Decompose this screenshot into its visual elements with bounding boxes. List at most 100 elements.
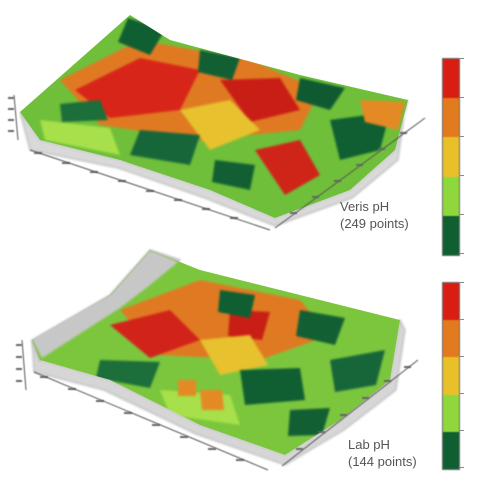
x-tick [180,436,188,438]
x-tick [34,152,42,154]
x-tick [90,171,98,173]
colorbar-tick [460,175,464,176]
colorbar-tick [460,356,464,357]
y-tick [378,148,385,150]
colorbar-mid-high [443,98,459,138]
zone-dark-green [212,160,255,190]
zone-grey [32,250,178,358]
y-tick [334,180,341,182]
y-axis-line [281,359,419,467]
colorbar-high [443,59,459,99]
zone-dark-green [96,360,160,388]
z-tick [16,368,22,370]
tick-marks [8,97,407,219]
colorbar-tick [460,253,464,254]
lab-ph-panel: Lab pH (144 points) [0,240,480,480]
chart-caption: Veris pH (249 points) [340,198,409,232]
colorbar-tick [460,282,464,283]
zone-orange [178,380,196,396]
z-tick [8,119,14,121]
zone-light-green [40,120,120,155]
zone-red [75,58,200,118]
colorbar-tick [460,58,464,59]
zone-dark-green [296,78,345,110]
zone-dark-green [240,368,305,405]
caption-line-2: (144 points) [348,454,417,469]
zone-dark-green [288,408,330,436]
x-tick [146,190,154,192]
caption-line-2: (249 points) [340,216,409,231]
zone-dark-green [330,350,385,392]
colorbar [442,282,460,470]
zone-dark-green [218,290,255,318]
colorbar-ticks [460,58,466,254]
y-tick [384,380,391,382]
chart-caption: Lab pH (144 points) [348,436,417,470]
z-tick [8,97,14,99]
veris-ph-panel: Veris pH (249 points) [8,15,464,256]
lab-ph-surface-plot [16,249,419,471]
y-tick [400,132,407,134]
colorbar-low [443,215,459,256]
zone-yellow [200,335,268,375]
colorbar-tick [460,214,464,215]
x-tick [208,448,216,450]
colorbar-tick [460,136,464,137]
zone-red [228,310,270,340]
zone-dark-green [130,130,200,165]
x-tick [230,217,238,219]
z-tick [16,356,22,358]
colorbar [442,58,460,256]
x-tick [68,388,76,390]
x-tick [96,400,104,402]
zone-red [110,310,200,358]
z-axis-line [13,94,19,141]
zone-dark-green [60,100,108,122]
y-tick [356,164,363,166]
colorbar-tick [460,393,464,394]
colorbar-low [443,431,459,470]
colorbar-mid [443,137,459,177]
colorbar-tick [460,430,464,431]
zone-red [255,140,320,195]
y-tick [340,414,347,416]
zone-dark-green [296,310,345,345]
zone-yellow [180,100,260,150]
colorbar-tick [460,97,464,98]
zone-dark-green [198,50,240,80]
colorbar-mid [443,357,459,395]
z-axis-line [21,339,27,391]
z-tick [8,108,14,110]
x-tick [152,424,160,426]
colorbar-high [443,283,459,321]
y-tick [404,366,411,368]
y-tick [362,397,369,399]
colorbar-mid-low [443,176,459,216]
veris-ph-surface-plot [8,15,426,231]
y-tick [296,448,303,450]
y-tick [290,212,297,214]
x-tick [202,208,210,210]
colorbar-tick [460,319,464,320]
y-tick [318,431,325,433]
zone-orange [360,100,405,130]
x-tick [174,199,182,201]
colorbar-mid-low [443,394,459,432]
z-tick [8,130,14,132]
z-tick [16,344,22,346]
x-tick [62,162,70,164]
y-axis-line [274,117,426,229]
tick-marks [16,344,411,461]
x-tick [124,412,132,414]
zone-red [220,78,300,122]
x-tick [236,459,244,461]
colorbar-tick [460,467,464,468]
zone-orange [200,390,224,410]
caption-line-1: Lab pH [348,437,390,452]
x-tick [118,180,126,182]
caption-line-1: Veris pH [340,199,390,214]
x-tick [40,376,48,378]
colorbar-ticks [460,282,466,468]
z-tick [16,380,22,382]
y-tick [312,196,319,198]
